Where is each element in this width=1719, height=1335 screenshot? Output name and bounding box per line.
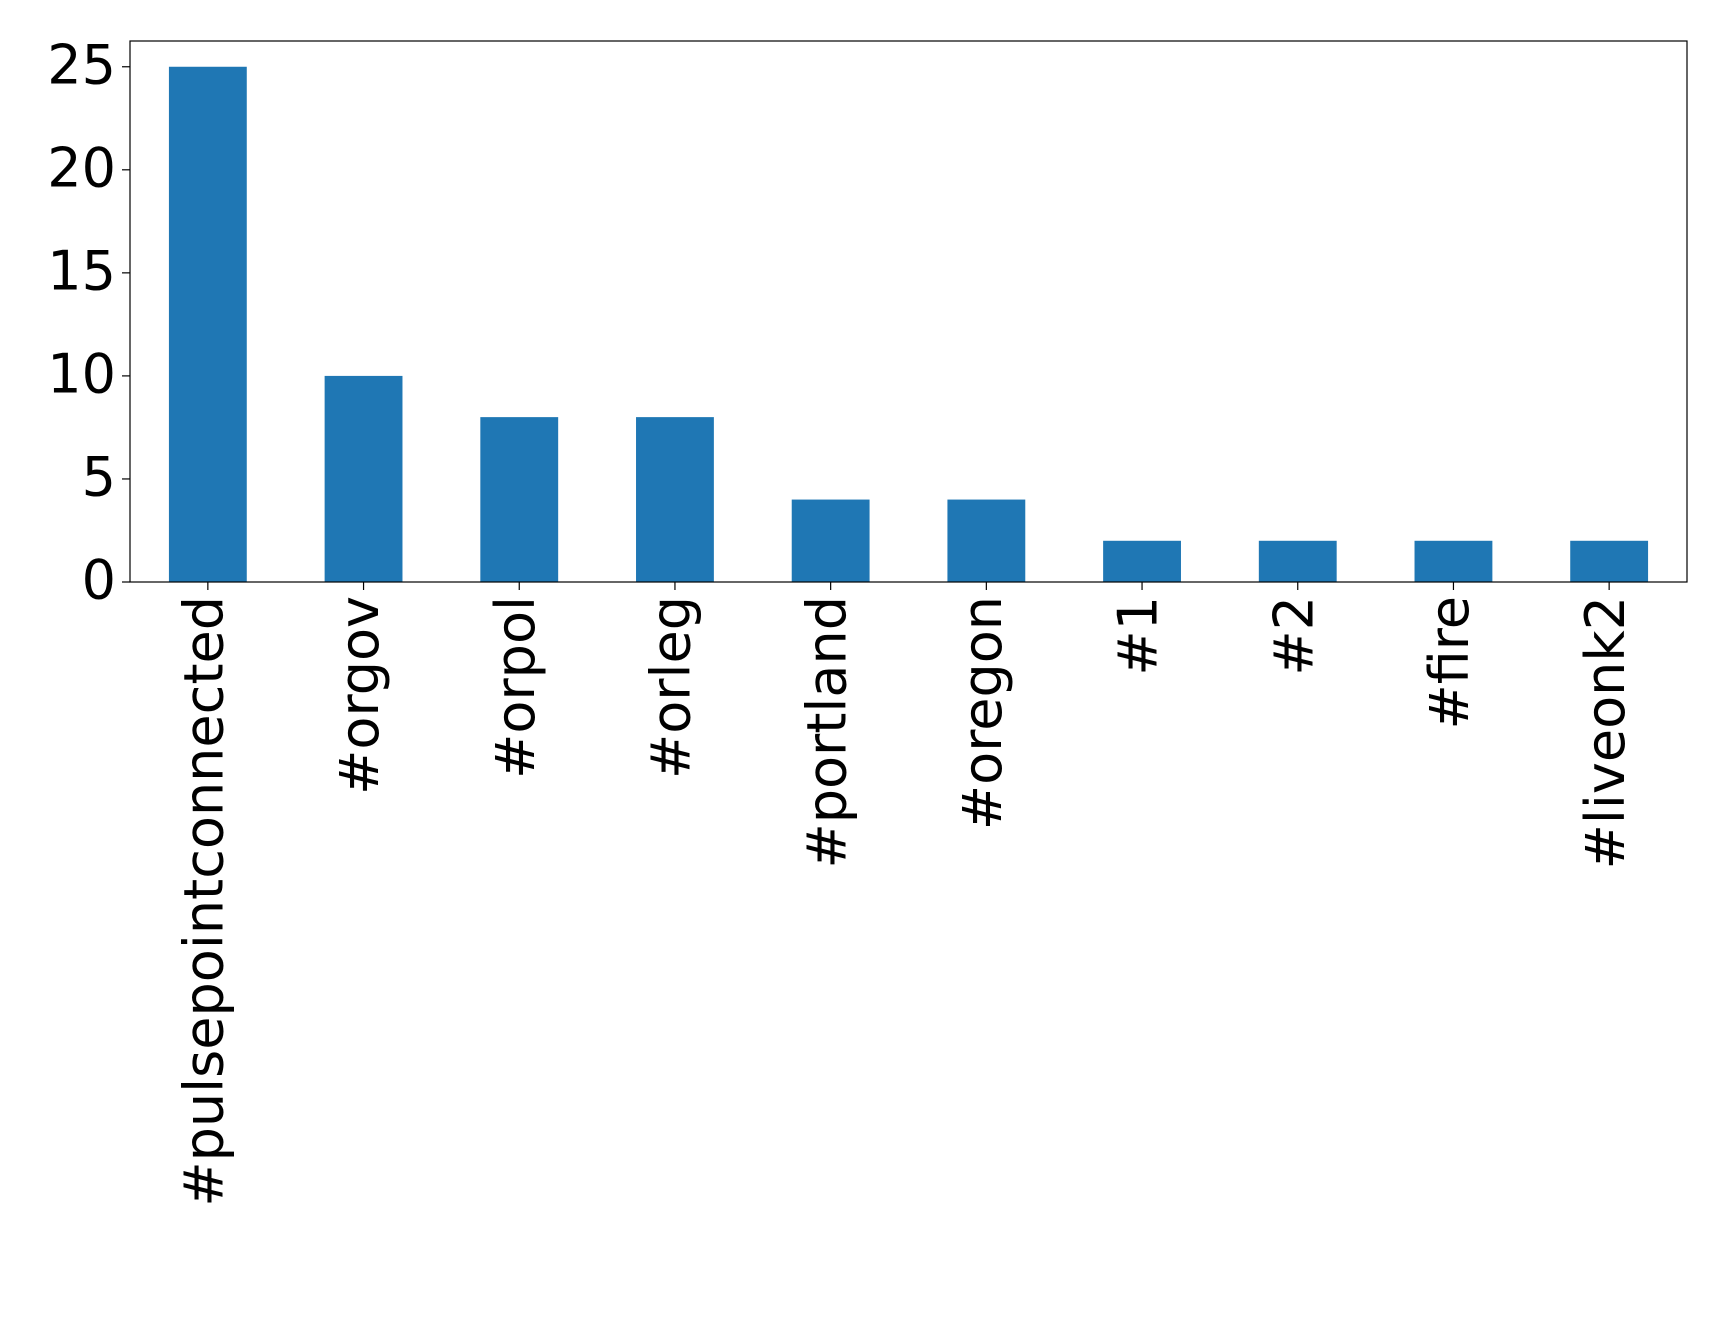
x-tick-label: #portland	[795, 596, 858, 869]
x-tick-label: #liveonk2	[1574, 596, 1637, 869]
bar	[1414, 540, 1493, 582]
x-tick-label: #orleg	[640, 596, 703, 779]
y-tick-label: 20	[47, 136, 116, 199]
y-tick-label: 0	[82, 549, 116, 612]
bar	[480, 417, 559, 582]
bar	[324, 375, 403, 582]
bar	[947, 499, 1026, 582]
bar	[168, 66, 247, 582]
x-tick-label: #orpol	[484, 596, 547, 779]
x-tick-label: #2	[1262, 596, 1325, 676]
y-tick-label: 10	[47, 343, 116, 406]
x-tick-label: #oregon	[951, 596, 1014, 830]
bar	[791, 499, 870, 582]
y-tick-label: 5	[82, 446, 116, 509]
bar	[1103, 540, 1181, 582]
plot-frame	[129, 40, 1688, 583]
x-tick-label: #orgov	[328, 596, 391, 795]
bar	[1258, 540, 1337, 582]
y-tick-label: 25	[47, 33, 116, 96]
x-tick-label: #1	[1107, 596, 1170, 676]
x-tick-label: #pulsepointconnected	[172, 596, 235, 1207]
bar	[1570, 540, 1649, 582]
x-tick-label: #fire	[1418, 596, 1481, 730]
bar	[636, 417, 714, 582]
y-tick-label: 15	[47, 239, 116, 302]
